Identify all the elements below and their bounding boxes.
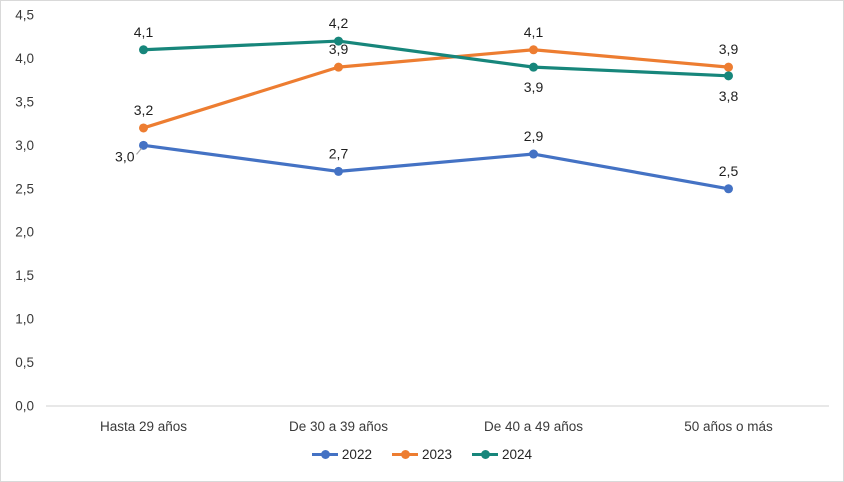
x-category-label: De 40 a 49 años [484, 419, 583, 434]
legend-line-marker-2024 [472, 450, 499, 460]
x-category-label: 50 años o más [684, 419, 773, 434]
data-label-2023: 4,1 [524, 24, 544, 40]
data-label-2023: 3,9 [329, 41, 349, 57]
series-line-2024 [141, 39, 731, 78]
y-tick-label: 0,5 [15, 355, 34, 370]
legend: 2022 2023 2024 [1, 448, 843, 462]
data-label-2022: 2,9 [524, 128, 544, 144]
series-line-2022 [141, 143, 731, 191]
y-tick-label: 1,5 [15, 268, 34, 283]
data-label-leader-line [136, 147, 142, 155]
data-label-2022: 2,7 [329, 145, 349, 161]
data-label-2023: 3,2 [134, 102, 154, 118]
data-label-2022: 3,0 [115, 148, 135, 164]
data-point-2024 [529, 62, 538, 72]
legend-label-2024: 2024 [502, 447, 533, 462]
data-point-2024 [334, 36, 343, 46]
data-label-2024: 4,1 [134, 24, 154, 40]
data-point-2023 [334, 62, 343, 72]
data-point-2022 [334, 166, 343, 176]
data-point-2022 [529, 149, 538, 159]
data-point-2023 [724, 62, 733, 72]
line-chart-plot: 0,0 0,5 1,0 1,5 2,0 2,5 3,0 3,5 4,0 4,5 Hasta 29 a… [15, 8, 829, 434]
legend-line-marker-2022 [311, 450, 338, 460]
legend-item-2022: 2022 [311, 447, 372, 462]
y-tick-label: 2,5 [15, 181, 34, 196]
y-tick-label: 4,5 [15, 8, 34, 23]
legend-line-marker-2023 [391, 450, 418, 460]
data-point-2024 [724, 71, 733, 81]
y-tick-label: 4,0 [15, 51, 34, 66]
data-point-2023 [139, 123, 148, 133]
data-label-2023: 3,9 [719, 41, 739, 57]
data-label-2024: 3,9 [524, 79, 544, 95]
data-label-2022: 2,5 [719, 163, 739, 179]
x-category-label: Hasta 29 años [100, 419, 187, 434]
x-category-label: De 30 a 39 años [289, 419, 388, 434]
legend-label-2022: 2022 [341, 447, 372, 462]
data-label-2024: 3,8 [719, 88, 739, 104]
data-point-2022 [139, 140, 148, 150]
series-line-2023 [141, 48, 731, 130]
legend-label-2023: 2023 [421, 447, 453, 462]
data-point-2023 [529, 45, 538, 55]
y-tick-label: 1,0 [15, 312, 34, 327]
legend-item-2023: 2023 [391, 447, 453, 462]
data-point-2022 [724, 184, 733, 194]
y-tick-label: 3,5 [15, 94, 34, 109]
y-tick-label: 2,0 [15, 225, 34, 240]
y-tick-label: 0,0 [15, 399, 34, 414]
legend-item-2024: 2024 [472, 448, 532, 462]
y-tick-label: 3,0 [15, 138, 34, 153]
data-point-2024 [139, 45, 148, 55]
data-label-2024: 4,2 [329, 15, 349, 31]
